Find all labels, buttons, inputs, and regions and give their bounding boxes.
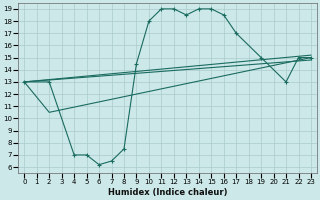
- X-axis label: Humidex (Indice chaleur): Humidex (Indice chaleur): [108, 188, 228, 197]
